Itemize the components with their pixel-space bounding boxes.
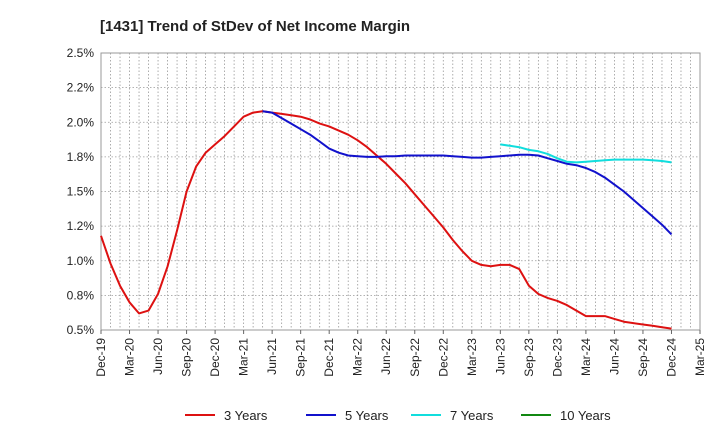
y-tick-label: 2.0% [67,115,95,129]
legend-label: 3 Years [224,408,268,423]
x-tick-label: Sep-24 [636,338,650,377]
x-tick-label: Mar-24 [579,338,593,376]
x-tick-label: Mar-22 [351,338,365,376]
y-axis: 0.5% 0.8% 1.0% 1.2% 1.5% 1.8% 2.0% 2.2% 2.5% [67,46,95,337]
x-tick-label: Dec-20 [208,338,222,377]
x-tick-label: Mar-20 [123,338,137,376]
x-axis: Dec-19 Mar-20 Jun-20 Sep-20 Dec-20 Mar-21 Jun-… [94,330,707,377]
legend-label: 10 Years [560,408,611,423]
legend-label: 5 Years [345,408,389,423]
x-tick-label: Jun-22 [379,338,393,375]
y-tick-label: 0.8% [67,288,95,302]
legend-label: 7 Years [450,408,494,423]
y-tick-label: 1.5% [67,185,95,199]
x-tick-label: Dec-24 [664,338,678,377]
plot-frame [100,52,701,331]
x-tick-label: Mar-23 [465,338,479,376]
legend: 3 Years 5 Years 7 Years 10 Years [185,408,611,423]
x-tick-label: Jun-23 [493,338,507,375]
x-tick-label: Sep-21 [294,338,308,377]
series-line-3-years [100,110,672,330]
y-tick-label: 1.2% [67,219,95,233]
chart-title: [1431] Trend of StDev of Net Income Marg… [100,18,410,35]
series-layer [100,110,673,330]
y-tick-label: 1.0% [67,254,95,268]
y-tick-label: 0.5% [67,323,95,337]
series-line-5-years [262,110,673,236]
x-tick-label: Sep-20 [180,338,194,377]
x-tick-label: Mar-25 [693,338,707,376]
x-tick-label: Jun-24 [607,338,621,375]
plot-area [100,52,701,331]
x-tick-label: Mar-21 [237,338,251,376]
x-tick-label: Sep-22 [408,338,422,377]
series-line-7-years [500,143,672,164]
y-tick-label: 2.2% [67,81,95,95]
x-tick-label: Jun-21 [265,338,279,375]
x-tick-label: Dec-23 [550,338,564,377]
y-tick-label: 1.8% [67,150,95,164]
x-tick-label: Dec-21 [322,338,336,377]
y-tick-label: 2.5% [67,46,95,60]
x-tick-label: Jun-20 [151,338,165,375]
x-tick-label: Dec-22 [436,338,450,377]
x-tick-label: Sep-23 [522,338,536,377]
x-tick-label: Dec-19 [94,338,108,377]
